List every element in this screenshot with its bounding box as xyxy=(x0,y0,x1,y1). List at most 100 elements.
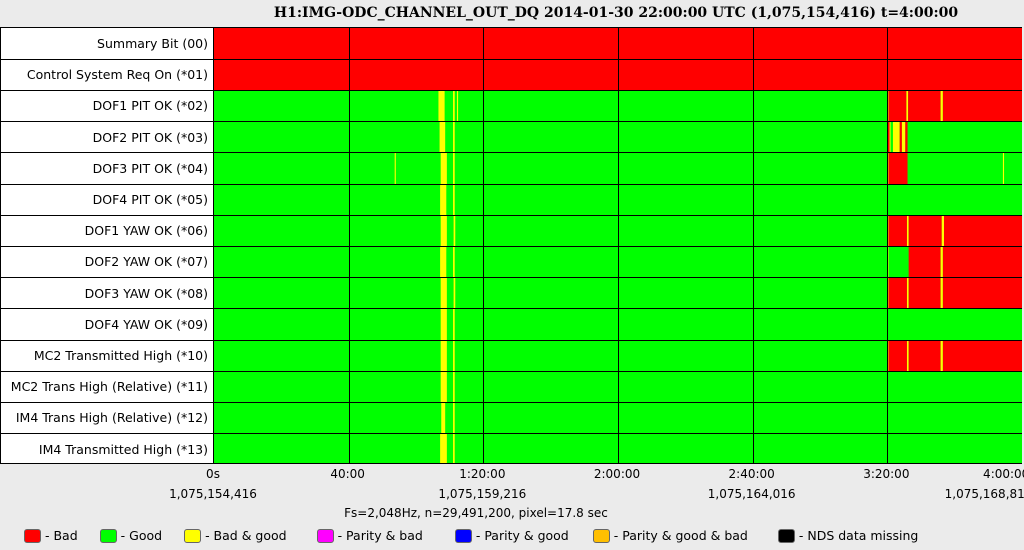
state-segment xyxy=(440,152,447,184)
row-separator xyxy=(1,152,1022,153)
row-separator xyxy=(1,340,1022,341)
state-segment xyxy=(908,215,942,247)
state-segment xyxy=(941,215,945,247)
legend-label: - Parity & good & bad xyxy=(613,528,748,543)
x-tick-gps-label: 1,075,159,216 xyxy=(438,487,527,501)
state-segment xyxy=(453,371,455,403)
state-segment xyxy=(440,340,447,372)
state-segment xyxy=(890,121,893,153)
x-tick-label: 4:00:00 xyxy=(983,467,1024,481)
state-segment xyxy=(892,121,900,153)
row-separator xyxy=(1,371,1022,372)
legend-item: - Bad & good xyxy=(184,528,287,543)
row-label: DOF3 YAW OK (*08) xyxy=(84,285,208,301)
row-label: DOF1 YAW OK (*06) xyxy=(84,223,208,239)
legend-swatch xyxy=(24,528,41,543)
legend-swatch xyxy=(184,528,202,543)
row-separator xyxy=(1,433,1022,434)
legend-item: - NDS data missing xyxy=(777,528,918,543)
row-label: IM4 Trans High (Relative) (*12) xyxy=(15,410,208,426)
state-segment xyxy=(453,433,455,463)
state-segment xyxy=(453,308,455,340)
state-segment xyxy=(899,121,902,153)
state-segment xyxy=(453,90,455,122)
state-segment xyxy=(438,90,445,122)
state-segment xyxy=(942,277,1022,309)
state-segment xyxy=(940,340,943,372)
state-segment xyxy=(888,90,907,122)
state-segment xyxy=(942,90,1022,122)
chart-title: H1:IMG-ODC_CHANNEL_OUT_DQ 2014-01-30 22:… xyxy=(273,5,959,21)
state-segment xyxy=(453,277,456,309)
state-segment xyxy=(1002,152,1005,184)
state-segment xyxy=(906,90,909,122)
row-separator xyxy=(1,215,1022,216)
row-separator xyxy=(1,184,1022,185)
state-segment xyxy=(888,340,907,372)
x-tick-gps-label: 1,075,168,816 xyxy=(944,487,1024,501)
state-segment xyxy=(905,121,908,153)
state-segment xyxy=(453,121,455,153)
legend-swatch xyxy=(316,528,334,543)
state-segment xyxy=(440,184,447,216)
legend-item: - Parity & good & bad xyxy=(592,528,748,543)
row-label: IM4 Transmitted High (*13) xyxy=(38,441,208,457)
row-label: DOF2 PIT OK (*03) xyxy=(92,129,208,145)
row-separator xyxy=(1,121,1022,122)
legend-label: - Parity & good xyxy=(475,528,569,543)
x-tick-label: 2:40:00 xyxy=(728,467,775,481)
state-segment xyxy=(908,90,941,122)
state-segment xyxy=(440,277,447,309)
legend-label: - Bad xyxy=(45,528,78,543)
legend-item: - Parity & good xyxy=(454,528,569,543)
row-label: DOF1 PIT OK (*02) xyxy=(92,98,208,114)
row-label: Summary Bit (00) xyxy=(97,36,208,51)
state-segment xyxy=(441,402,446,434)
state-segment xyxy=(456,90,459,122)
state-segment xyxy=(453,215,456,247)
x-tick-gps-label: 1,075,154,416 xyxy=(169,487,257,501)
row-label: DOF2 YAW OK (*07) xyxy=(84,254,208,270)
state-segment xyxy=(440,371,447,403)
state-segment xyxy=(940,277,943,309)
label-divider xyxy=(213,28,214,463)
row-separator xyxy=(1,246,1022,247)
state-segment xyxy=(394,152,396,184)
state-segment xyxy=(440,308,447,340)
legend-swatch xyxy=(777,528,795,543)
state-segment xyxy=(942,340,1022,372)
row-label: DOF4 YAW OK (*09) xyxy=(84,316,208,332)
state-segment xyxy=(453,152,455,184)
row-separator xyxy=(1,402,1022,403)
x-tick-label: 1:20:00 xyxy=(459,467,506,481)
legend-item: - Parity & bad xyxy=(316,528,423,543)
x-tick-gps-label: 1,075,164,016 xyxy=(707,487,796,501)
legend-label: - Bad & good xyxy=(205,528,287,543)
state-segment xyxy=(908,246,941,278)
legend-swatch xyxy=(454,528,472,543)
legend-item: - Bad xyxy=(24,528,78,543)
plot-area: Summary Bit (00) Control System Req On (*… xyxy=(0,27,1022,464)
legend-label: - Parity & bad xyxy=(337,528,423,543)
state-segment xyxy=(453,184,455,216)
state-segment xyxy=(440,215,447,247)
chart-subtitle: Fs=2,048Hz, n=29,491,200, pixel=17.8 sec xyxy=(344,506,608,520)
row-label: DOF4 PIT OK (*05) xyxy=(92,192,208,207)
state-segment xyxy=(440,246,447,278)
state-segment xyxy=(940,246,943,278)
x-tick-label: 0s xyxy=(206,467,220,481)
state-segment xyxy=(888,277,907,309)
row-label: MC2 Trans High (Relative) (*11) xyxy=(10,379,208,395)
state-segment xyxy=(908,277,941,309)
state-segment xyxy=(901,121,906,153)
state-segment xyxy=(888,215,907,247)
state-segment xyxy=(453,246,455,278)
row-label: DOF3 PIT OK (*04) xyxy=(92,160,208,176)
state-segment xyxy=(908,340,941,372)
state-segment xyxy=(906,277,909,309)
state-segment xyxy=(940,90,943,122)
row-separator xyxy=(1,308,1022,309)
row-separator xyxy=(1,277,1022,278)
legend-item: - Good xyxy=(99,528,162,543)
state-segment xyxy=(944,215,1022,247)
